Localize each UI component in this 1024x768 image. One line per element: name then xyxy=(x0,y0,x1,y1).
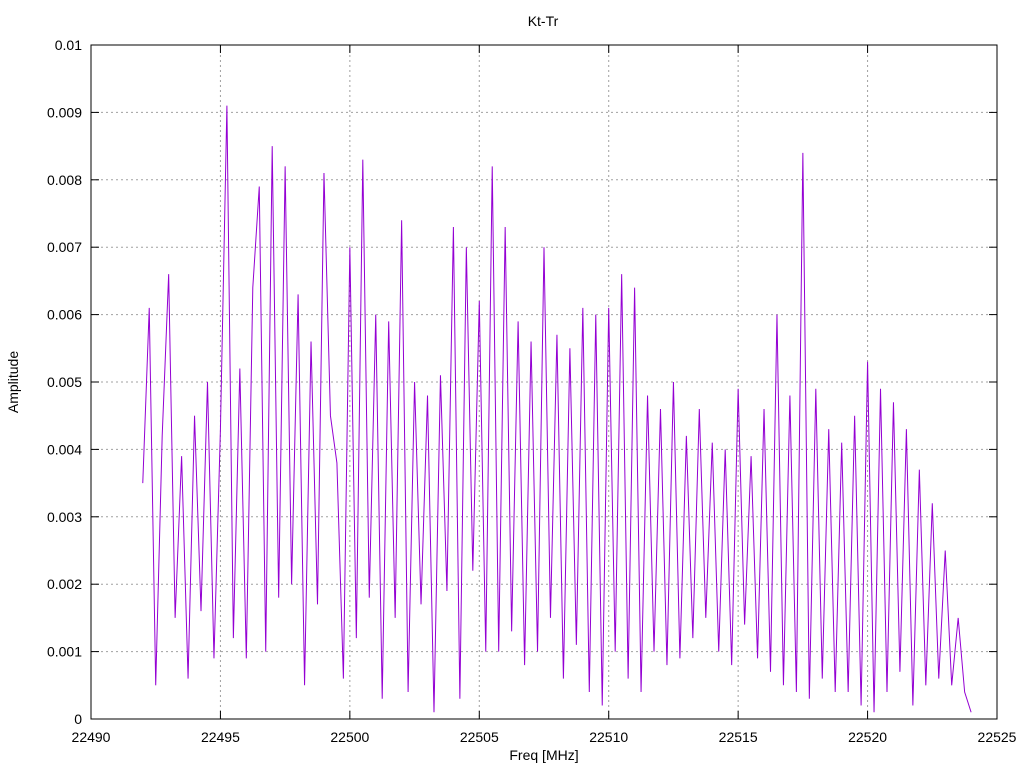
y-tick-label: 0.003 xyxy=(47,509,82,525)
y-tick-label: 0.001 xyxy=(47,644,82,660)
y-tick-label: 0.009 xyxy=(47,104,82,120)
x-tick-label: 22500 xyxy=(330,729,369,745)
y-tick-label: 0.002 xyxy=(47,576,82,592)
x-tick-label: 22525 xyxy=(978,729,1017,745)
y-tick-label: 0.005 xyxy=(47,374,82,390)
x-tick-label: 22490 xyxy=(72,729,111,745)
tick-label-layer: 22490 22495 22500 22505 22510 22515 22520 22525… xyxy=(47,37,1017,745)
x-tick-label: 22505 xyxy=(460,729,499,745)
y-tick-label: 0.006 xyxy=(47,307,82,323)
x-tick-label: 22515 xyxy=(719,729,758,745)
y-tick-label: 0.007 xyxy=(47,239,82,255)
series-line xyxy=(142,105,972,713)
y-tick-label: 0.004 xyxy=(47,441,82,457)
chart-title: Kt-Tr xyxy=(528,13,559,29)
x-tick-label: 22520 xyxy=(848,729,887,745)
x-axis-title: Freq [MHz] xyxy=(509,747,578,763)
x-tick-label: 22510 xyxy=(589,729,628,745)
y-tick-label: 0 xyxy=(74,711,82,727)
y-axis-title: Amplitude xyxy=(5,351,21,413)
series-layer xyxy=(142,105,972,713)
y-tick-label: 0.01 xyxy=(55,37,82,53)
tick-layer xyxy=(90,44,998,720)
y-tick-label: 0.008 xyxy=(47,172,82,188)
x-tick-label: 22495 xyxy=(201,729,240,745)
